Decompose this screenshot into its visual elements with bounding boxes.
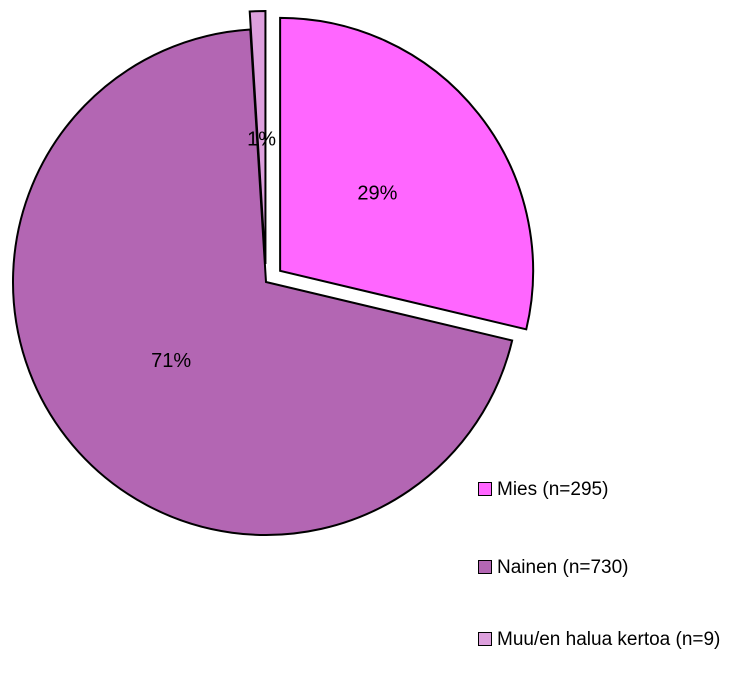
- legend-item: Nainen (n=730): [478, 556, 728, 580]
- data-label: 29%: [357, 182, 397, 204]
- legend-item: Mies (n=295): [478, 478, 728, 502]
- legend-swatch: [478, 482, 492, 496]
- legend-item: Muu/en halua kertoa (n=9): [478, 628, 728, 652]
- data-label: 1%: [247, 128, 276, 150]
- legend-swatch: [478, 632, 492, 646]
- legend-swatch: [478, 560, 492, 574]
- pie-slice: [248, 10, 267, 265]
- data-label: 71%: [151, 350, 191, 372]
- legend-label: Muu/en halua kertoa (n=9): [497, 629, 721, 650]
- legend-label: Nainen (n=730): [497, 557, 629, 578]
- legend-label: Mies (n=295): [497, 479, 609, 500]
- pie-slice: [12, 28, 514, 536]
- pie-slice: [279, 16, 535, 331]
